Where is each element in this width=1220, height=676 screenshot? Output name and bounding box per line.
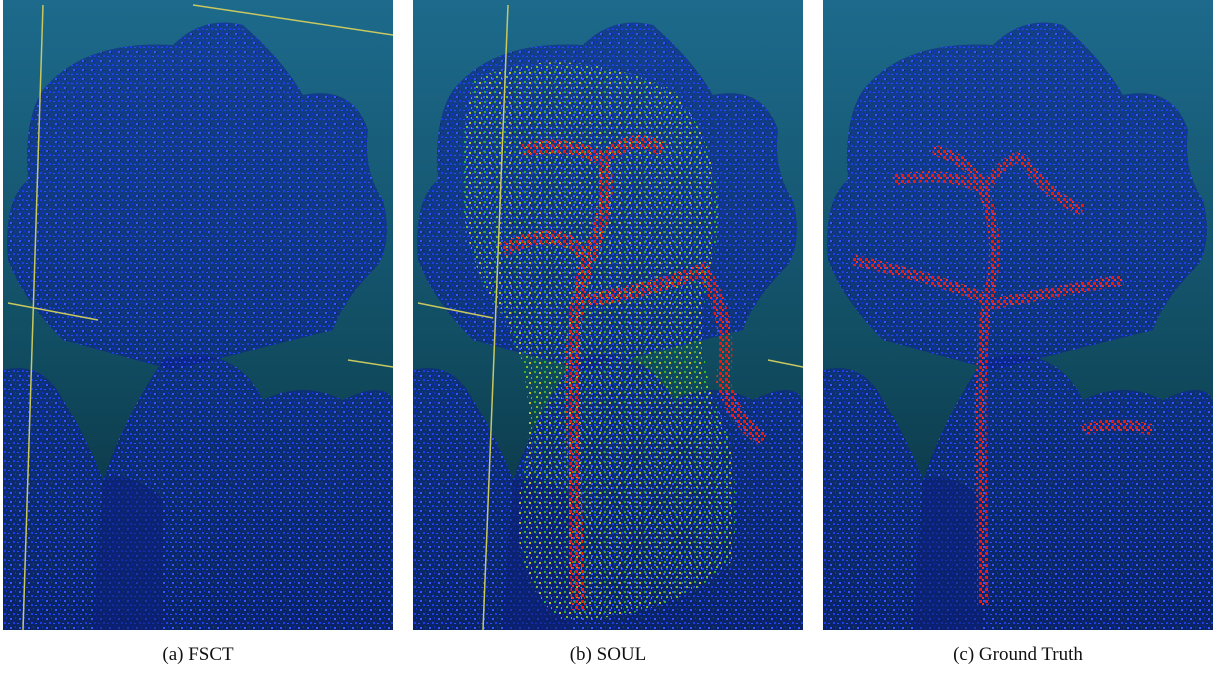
trunk-points [499,135,768,611]
caption: (a) FSCT [162,644,234,665]
caption: (b) SOUL [569,644,647,665]
prediction-points [461,62,736,620]
axis-line [192,4,393,36]
axis-line [7,302,99,321]
caption: (c) Ground Truth [953,644,1083,665]
axis-line [767,359,803,368]
trunk-points [851,144,1155,606]
axis-line [482,4,509,630]
panel-fsct-image [3,0,393,630]
axis-line [347,359,393,368]
panel-soul-image [413,0,803,630]
axis-line [417,302,494,319]
axis-line [22,4,44,630]
panel-ground-truth-image [823,0,1213,630]
